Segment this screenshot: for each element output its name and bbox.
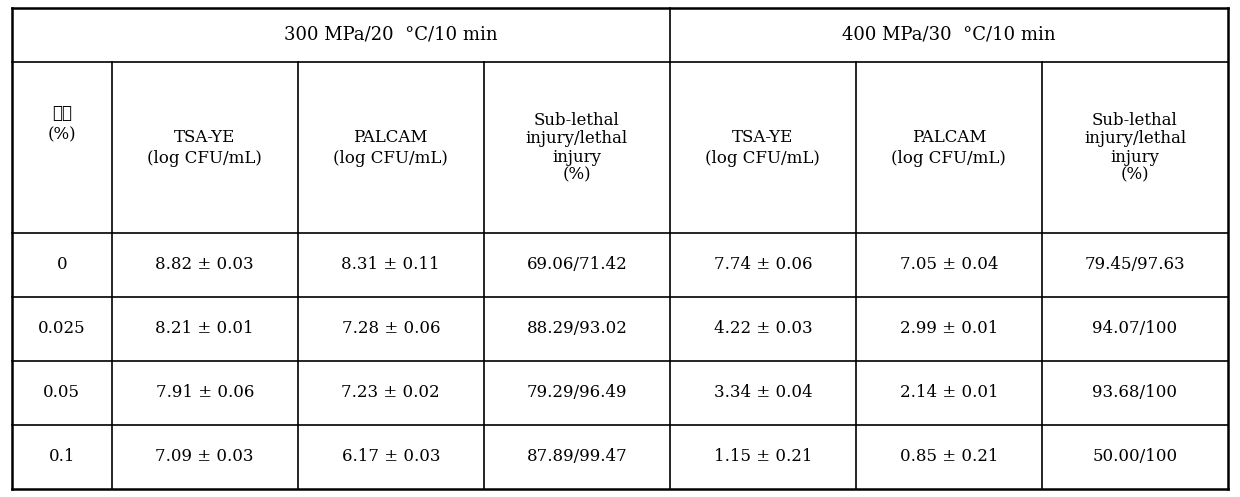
Text: 69.06/71.42: 69.06/71.42 [527,256,627,273]
Text: 0.85 ± 0.21: 0.85 ± 0.21 [900,448,998,465]
Text: 8.31 ± 0.11: 8.31 ± 0.11 [341,256,440,273]
Text: (%): (%) [563,167,591,184]
Text: 2.14 ± 0.01: 2.14 ± 0.01 [899,384,998,401]
Text: 7.91 ± 0.06: 7.91 ± 0.06 [155,384,254,401]
Text: 1.15 ± 0.21: 1.15 ± 0.21 [714,448,812,465]
Text: 79.45/97.63: 79.45/97.63 [1085,256,1185,273]
Text: 0.1: 0.1 [48,448,76,465]
Text: (log CFU/mL): (log CFU/mL) [334,150,448,167]
Text: TSA-YE: TSA-YE [174,129,236,146]
Text: injury/lethal: injury/lethal [1084,131,1185,148]
Text: 400 MPa/30  °C/10 min: 400 MPa/30 °C/10 min [842,26,1055,44]
Text: Sub-lethal: Sub-lethal [534,112,620,129]
Text: 0.025: 0.025 [38,320,86,337]
Text: injury: injury [552,149,601,166]
Text: 94.07/100: 94.07/100 [1092,320,1178,337]
Text: 7.05 ± 0.04: 7.05 ± 0.04 [900,256,998,273]
Text: 88.29/93.02: 88.29/93.02 [527,320,627,337]
Text: 7.28 ± 0.06: 7.28 ± 0.06 [341,320,440,337]
Text: 87.89/99.47: 87.89/99.47 [527,448,627,465]
Text: (log CFU/mL): (log CFU/mL) [706,150,821,167]
Text: 7.23 ± 0.02: 7.23 ± 0.02 [341,384,440,401]
Text: (%): (%) [1121,167,1149,184]
Text: injury: injury [1111,149,1159,166]
Text: 0: 0 [57,256,67,273]
Text: 300 MPa/20  °C/10 min: 300 MPa/20 °C/10 min [284,26,497,44]
Text: 2.99 ± 0.01: 2.99 ± 0.01 [900,320,998,337]
Text: 0.05: 0.05 [43,384,81,401]
Text: PALCAM: PALCAM [353,129,428,146]
Text: 7.09 ± 0.03: 7.09 ± 0.03 [155,448,254,465]
Text: (log CFU/mL): (log CFU/mL) [892,150,1007,167]
Text: TSA-YE: TSA-YE [732,129,794,146]
Text: Sub-lethal: Sub-lethal [1092,112,1178,129]
Text: 4.22 ± 0.03: 4.22 ± 0.03 [713,320,812,337]
Text: (log CFU/mL): (log CFU/mL) [148,150,262,167]
Text: 8.21 ± 0.01: 8.21 ± 0.01 [155,320,254,337]
Text: 79.29/96.49: 79.29/96.49 [527,384,627,401]
Text: 6.17 ± 0.03: 6.17 ± 0.03 [341,448,440,465]
Text: (%): (%) [47,126,76,143]
Text: 8.82 ± 0.03: 8.82 ± 0.03 [155,256,254,273]
Text: PALCAM: PALCAM [911,129,986,146]
Text: 3.34 ± 0.04: 3.34 ± 0.04 [713,384,812,401]
Text: 50.00/100: 50.00/100 [1092,448,1178,465]
Text: 浓度: 浓度 [52,104,72,122]
Text: 7.74 ± 0.06: 7.74 ± 0.06 [714,256,812,273]
Text: 93.68/100: 93.68/100 [1092,384,1178,401]
Text: injury/lethal: injury/lethal [526,131,627,148]
